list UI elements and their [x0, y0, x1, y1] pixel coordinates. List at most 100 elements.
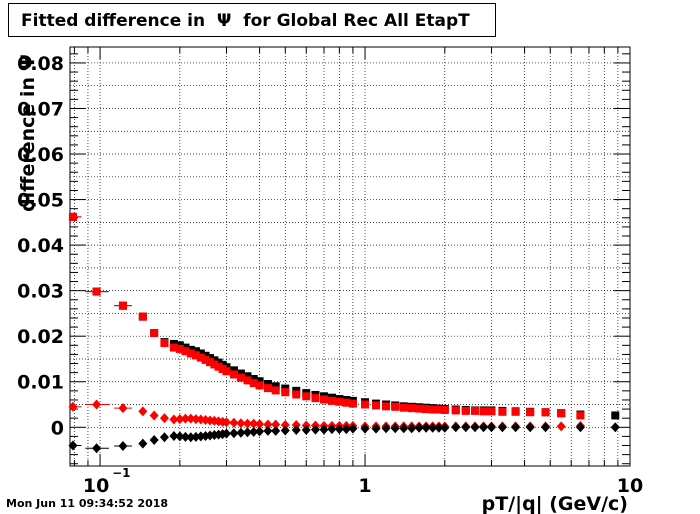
square-marker — [175, 344, 184, 353]
diamond-marker — [255, 419, 265, 430]
square-marker — [186, 349, 195, 358]
diamond-marker — [271, 419, 281, 430]
diamond-marker — [399, 423, 409, 434]
diamond-marker — [180, 431, 190, 442]
timestamp-footer: Mon Jun 11 09:34:52 2018 — [6, 497, 169, 510]
square-marker — [229, 370, 238, 379]
diamond-marker — [149, 410, 159, 421]
square-marker — [434, 405, 443, 414]
square-marker — [311, 394, 320, 403]
diamond-marker — [169, 414, 179, 425]
square-marker — [229, 366, 238, 375]
chart-title-box: Fitted difference in Ψ for Global Rec Al… — [8, 3, 496, 37]
square-marker — [335, 397, 344, 406]
square-marker — [118, 301, 127, 310]
diamond-marker — [319, 424, 329, 435]
square-marker — [206, 358, 215, 367]
diamond-marker — [327, 424, 337, 435]
diamond-marker — [310, 424, 320, 435]
diamond-marker — [271, 425, 281, 436]
diamond-marker — [371, 423, 381, 434]
square-marker — [487, 407, 496, 416]
square-marker — [361, 400, 370, 409]
diamond-marker — [175, 431, 185, 442]
diamond-marker — [159, 432, 169, 443]
y-tick-label: 0.07 — [17, 98, 64, 120]
diamond-marker — [486, 422, 496, 433]
diamond-marker — [461, 422, 471, 433]
y-tick-label: 0 — [51, 417, 64, 439]
square-marker — [92, 287, 101, 296]
diamond-marker — [525, 422, 535, 433]
diamond-marker — [169, 430, 179, 441]
square-marker — [479, 407, 488, 416]
y-tick-label: 0.04 — [17, 235, 64, 257]
diamond-marker — [390, 423, 400, 434]
diamond-marker — [360, 423, 370, 434]
y-tick-label: 0.05 — [17, 190, 64, 212]
diamond-marker — [118, 403, 128, 414]
square-marker — [382, 402, 391, 411]
diamond-marker — [414, 422, 424, 433]
diamond-marker — [263, 425, 273, 436]
square-marker — [271, 386, 280, 395]
square-marker — [348, 399, 357, 408]
square-marker — [281, 388, 290, 397]
square-marker — [201, 355, 210, 364]
diamond-marker — [334, 424, 344, 435]
y-tick-label: 0.01 — [17, 372, 64, 394]
square-marker — [138, 312, 147, 321]
square-marker — [255, 377, 264, 386]
diamond-marker — [255, 426, 265, 437]
diamond-marker — [242, 427, 252, 438]
diamond-marker — [556, 421, 566, 432]
diamond-marker — [301, 425, 311, 436]
square-marker — [206, 354, 215, 363]
square-marker — [201, 351, 210, 360]
y-tick-label: 0.08 — [17, 53, 64, 75]
square-marker — [541, 408, 550, 417]
square-marker — [191, 351, 200, 360]
y-tick-label: 0.02 — [17, 326, 64, 348]
square-marker — [302, 392, 311, 401]
y-axis-label: difference in Ψ — [17, 54, 39, 212]
square-marker — [557, 409, 566, 418]
diamond-marker — [263, 419, 273, 430]
diamond-marker — [118, 440, 128, 451]
diamond-marker — [541, 422, 551, 433]
diamond-marker — [180, 413, 190, 424]
square-marker — [214, 362, 223, 371]
square-marker — [422, 405, 431, 414]
diamond-marker — [175, 414, 185, 425]
plot-border — [69, 46, 631, 467]
diamond-marker — [236, 418, 246, 429]
x-tick-label: 10 — [617, 475, 643, 497]
diamond-marker — [511, 422, 521, 433]
square-marker — [210, 360, 219, 369]
square-marker — [407, 404, 416, 413]
square-marker — [415, 404, 424, 413]
diamond-marker — [280, 420, 290, 431]
square-marker — [236, 369, 245, 378]
square-marker — [68, 212, 77, 221]
square-marker — [236, 373, 245, 382]
square-marker — [342, 398, 351, 407]
square-marker — [160, 339, 169, 348]
diamond-marker — [92, 443, 102, 454]
square-marker — [372, 401, 381, 410]
square-marker — [196, 353, 205, 362]
square-marker — [511, 407, 520, 416]
chart-title: Fitted difference in Ψ for Global Rec Al… — [21, 11, 470, 31]
diamond-marker — [470, 422, 480, 433]
diamond-marker — [68, 401, 78, 412]
square-marker — [461, 406, 470, 415]
diamond-marker — [138, 438, 148, 449]
diamond-marker — [242, 418, 252, 429]
diamond-marker — [575, 422, 585, 433]
diamond-marker — [280, 425, 290, 436]
diamond-marker — [138, 406, 148, 417]
square-marker — [210, 356, 219, 365]
square-marker — [263, 380, 272, 389]
square-marker — [243, 376, 252, 385]
